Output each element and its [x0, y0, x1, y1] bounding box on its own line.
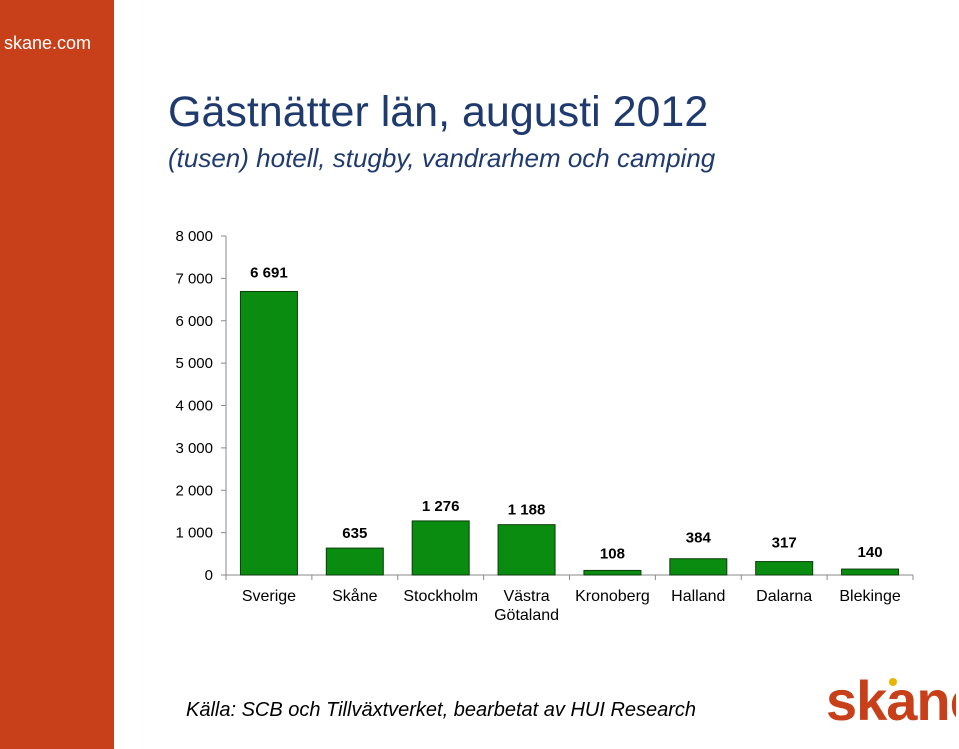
- sidebar: skane.com: [0, 0, 114, 749]
- data-label-0: 6 691: [250, 264, 288, 281]
- data-label-7: 140: [858, 544, 883, 561]
- category-label-2: Stockholm: [403, 588, 478, 605]
- category-label-6: Dalarna: [756, 588, 812, 605]
- y-tick-label: 5 000: [175, 355, 213, 372]
- data-label-5: 384: [686, 530, 712, 547]
- y-tick-label: 1 000: [175, 525, 213, 542]
- y-tick-label: 7 000: [175, 270, 213, 287]
- bar-0: [239, 290, 298, 576]
- category-label-4: Kronoberg: [575, 588, 650, 605]
- bar-5: [669, 558, 728, 576]
- skane-logo: skane: [826, 676, 956, 726]
- data-label-1: 635: [342, 525, 367, 542]
- site-label[interactable]: skane.com: [4, 33, 92, 53]
- category-label-3: Västra Götaland: [494, 588, 559, 624]
- logo-dot-icon: [889, 678, 897, 686]
- y-tick-label: 6 000: [175, 313, 213, 330]
- bar-2: [411, 520, 470, 576]
- logo-text: skane: [826, 676, 956, 726]
- y-tick-label: 3 000: [175, 440, 213, 457]
- y-tick-label: 0: [205, 567, 213, 584]
- page-subtitle: (tusen) hotell, stugby, vandrarhem och c…: [168, 143, 716, 173]
- y-tick-label: 2 000: [175, 482, 213, 499]
- source-note: Källa: SCB och Tillväxtverket, bearbetat…: [186, 699, 697, 721]
- data-label-3: 1 188: [508, 502, 546, 519]
- y-tick-label: 4 000: [175, 398, 213, 415]
- bar-3: [497, 524, 556, 576]
- bar-6: [755, 561, 814, 576]
- page-title: Gästnätter län, augusti 2012: [168, 88, 709, 136]
- category-label-0: Sverige: [242, 588, 296, 605]
- data-label-2: 1 276: [422, 498, 460, 515]
- category-label-7: Blekinge: [839, 588, 900, 605]
- data-label-6: 317: [772, 535, 797, 552]
- category-label-5: Halland: [671, 588, 725, 605]
- bar-7: [841, 568, 900, 576]
- category-label-1: Skåne: [332, 587, 377, 605]
- bar-4: [583, 569, 642, 576]
- y-tick-label: 8 000: [175, 228, 213, 245]
- data-label-4: 108: [600, 545, 625, 562]
- bar-1: [325, 547, 384, 576]
